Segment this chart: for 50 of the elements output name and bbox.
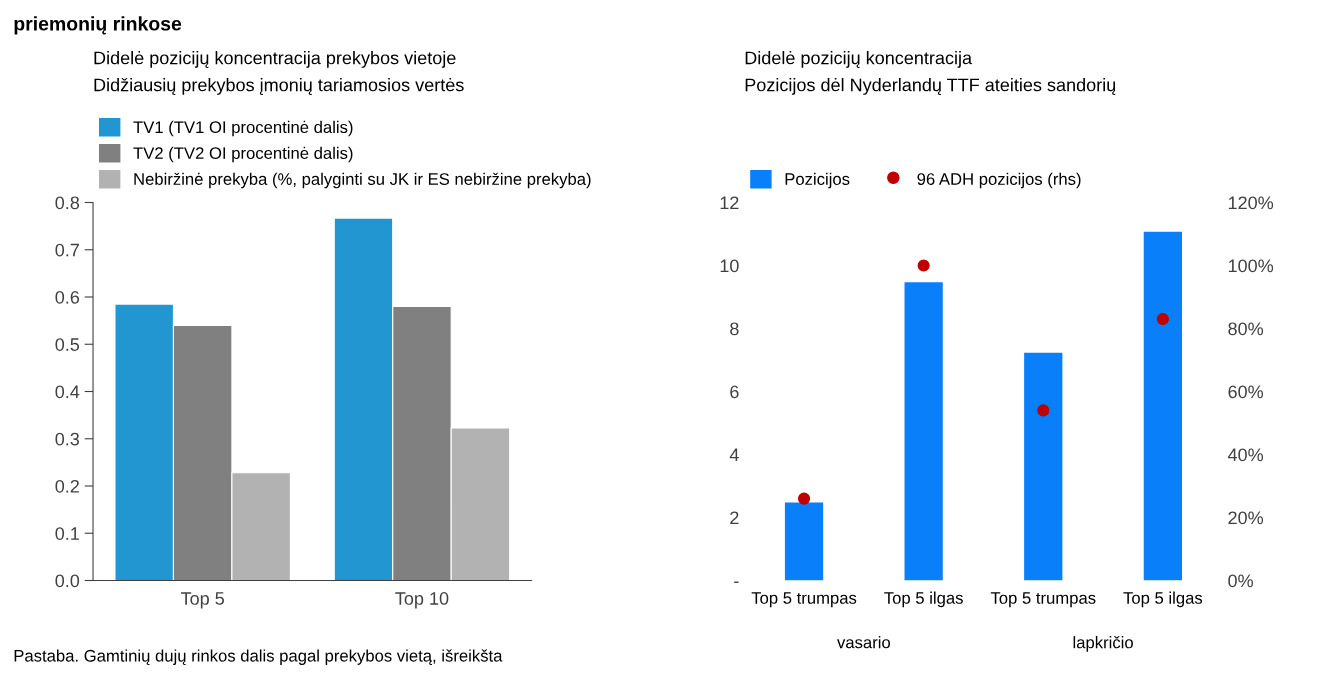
y-tick-label: 0.8 [55,196,80,210]
bar [784,502,824,581]
legend-label: TV2 (TV2 OI procentinė dalis) [133,146,353,163]
bar [1024,352,1063,581]
legend-label: Nebiržinė prekyba (%, palyginti su JK ir ES nebiržine prekyba) [134,172,591,189]
y-tick-label: 0.7 [55,243,79,257]
y2-tick-label: 80% [1228,322,1264,336]
y-tick-label: 0.4 [55,385,80,399]
y-tick-label: 4 [729,448,739,462]
y-tick-label: 6 [730,385,739,399]
y-tick-label: 2 [730,511,739,525]
y2-tick-label: 60% [1228,385,1264,399]
y2-tick-label: 40% [1227,448,1264,462]
legend-label: TV1 (TV1 OI procentinė dalis) [133,120,353,137]
bar [1143,231,1183,581]
text: vasario [837,636,891,649]
text: lapkričio [1073,636,1133,652]
y-tick-label: - [734,581,739,583]
y2-tick-label: 0% [1228,574,1253,588]
bar [904,282,943,581]
y-tick-label: 10 [720,259,739,273]
point [917,259,930,272]
y2-tick-label: 120% [1228,196,1274,210]
x-tick-label: Top 5 [181,592,224,609]
point [1156,312,1169,326]
x-tick-label: Top 5 trumpas [751,592,857,608]
y-tick-label: 0.5 [55,338,80,351]
y-tick-label: 12 [720,196,739,210]
y-tick-label: 0.2 [55,479,79,493]
chart-title: Didelė pozicijų koncentracija prekybos vietoje [94,51,456,68]
y-tick-label: 0.1 [55,527,79,540]
chart-subtitle: Pozicijos dėl Nyderlandų TTF ateities sandorių [745,78,1116,95]
chart-subtitle: Didžiausių prekybos įmonių tariamosios vertės [94,77,464,95]
y2-tick-label: 20% [1228,511,1264,525]
y-tick-label: 0.3 [55,432,80,446]
point [797,492,811,505]
x-tick-label: Top 5 ilgas [884,591,963,608]
text: priemonių rinkose [14,16,182,35]
y2-tick-label: 100% [1228,259,1274,273]
y-tick-label: 0.6 [55,290,80,304]
legend-label: Pozicijos [785,172,850,189]
y-tick-label: 8 [730,322,739,336]
y-tick-label: 0.0 [55,574,80,588]
legend-label: 96 ADH pozicijos (rhs) [917,172,1081,189]
chart-title: Didelė pozicijų koncentracija [745,51,973,68]
point [1037,404,1050,417]
x-tick-label: Top 5 ilgas [1123,591,1203,608]
x-tick-label: Top 10 [395,592,449,609]
x-tick-label: Top 5 trumpas [990,592,1096,608]
text: Pastaba. Gamtinių dujų rinkos dalis pagal prekybos vietą, išreikšta [14,649,503,665]
